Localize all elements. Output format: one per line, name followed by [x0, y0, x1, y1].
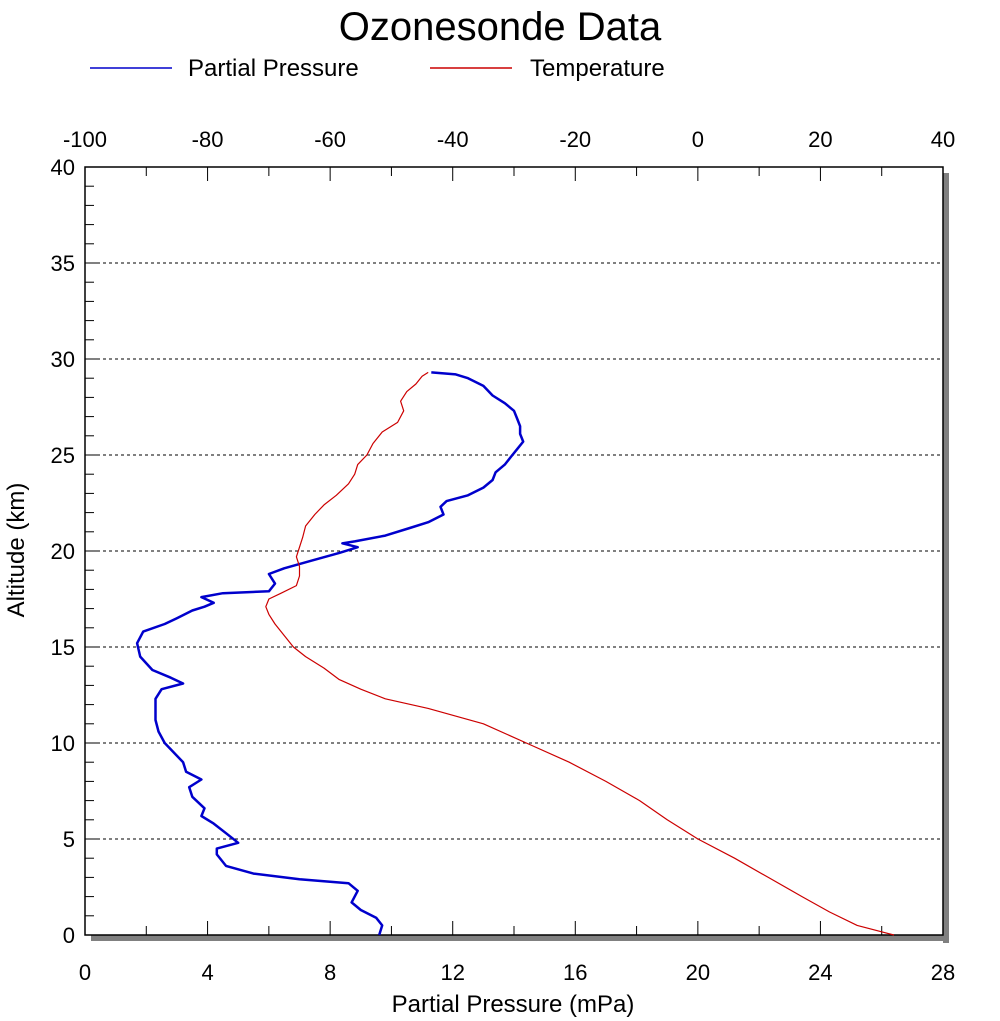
- y-axis-title: Altitude (km): [3, 483, 30, 618]
- x-top-tick-label: 0: [692, 127, 704, 152]
- y-tick-label: 25: [51, 443, 75, 468]
- x-top-tick-label: -100: [63, 127, 107, 152]
- y-tick-label: 10: [51, 731, 75, 756]
- x-bottom-tick-label: 16: [563, 960, 587, 985]
- series-lines: [135, 371, 895, 936]
- x-bottom-tick-label: 8: [324, 960, 336, 985]
- x-top-tick-label: 20: [808, 127, 832, 152]
- x-top-tick-label: 40: [931, 127, 955, 152]
- y-tick-label: 20: [51, 539, 75, 564]
- x-bottom-tick-label: 28: [931, 960, 955, 985]
- y-tick-label: 0: [63, 923, 75, 948]
- y-tick-label: 5: [63, 827, 75, 852]
- series-line-partial-pressure: [135, 371, 525, 936]
- x-top-tick-label: -60: [314, 127, 346, 152]
- grid-lines: [85, 262, 943, 840]
- x-top-tick-label: -20: [559, 127, 591, 152]
- axis-ticks: [84, 166, 944, 936]
- y-tick-label: 30: [51, 347, 75, 372]
- x-bottom-tick-label: 4: [201, 960, 213, 985]
- plot-frame: [84, 166, 949, 943]
- x-top-tick-label: -80: [192, 127, 224, 152]
- x-axis-title: Partial Pressure (mPa): [392, 991, 635, 1018]
- x-top-tick-label: -40: [437, 127, 469, 152]
- frame-shadow-right: [943, 173, 949, 943]
- x-bottom-tick-label: 0: [79, 960, 91, 985]
- x-bottom-tick-label: 24: [808, 960, 832, 985]
- legend-label-temperature: Temperature: [530, 55, 665, 82]
- y-tick-label: 35: [51, 251, 75, 276]
- y-tick-label: 40: [51, 155, 75, 180]
- series-line-temperature: [265, 371, 895, 936]
- frame-shadow-bottom: [91, 935, 949, 941]
- y-tick-label: 15: [51, 635, 75, 660]
- legend-label-partial-pressure: Partial Pressure: [188, 55, 359, 82]
- x-bottom-tick-label: 12: [440, 960, 464, 985]
- chart-title: Ozonesonde Data: [339, 5, 662, 49]
- tick-labels: 0 5 10 15 20 25 30 35 40 0 4 8 12 16 20 24 28 -100 -80 -60 -…: [51, 127, 956, 985]
- x-bottom-tick-label: 20: [686, 960, 710, 985]
